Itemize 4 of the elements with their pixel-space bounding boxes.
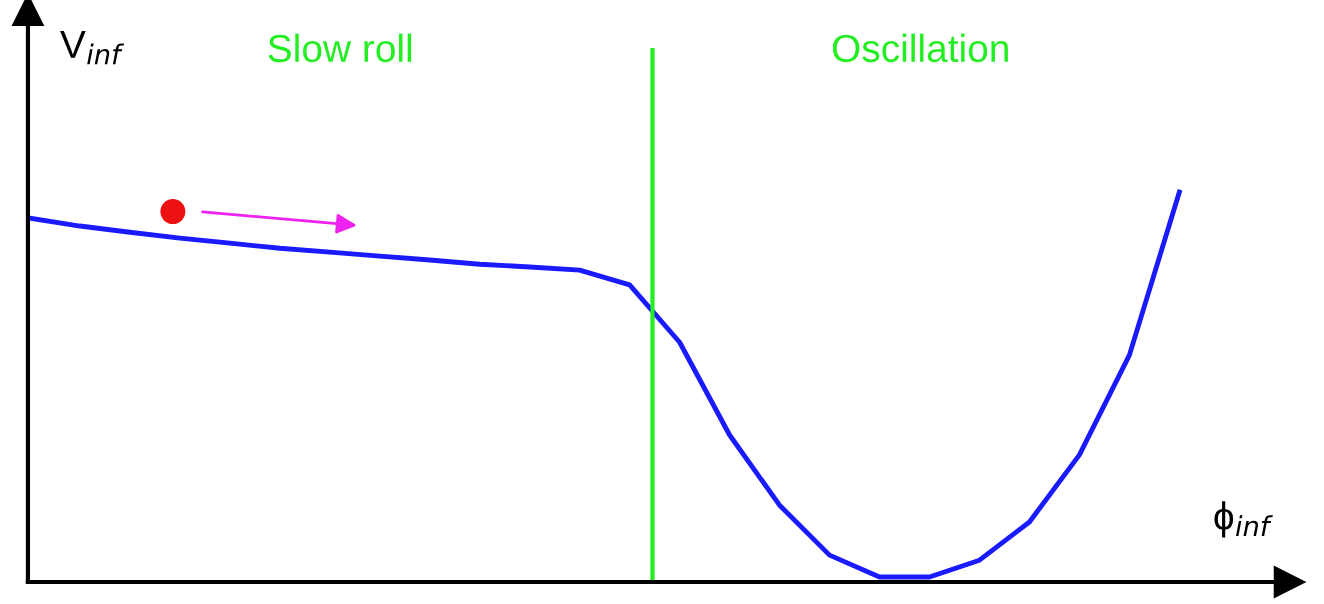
text: Oscillation [832,33,1008,63]
y-axis-title: V$_{inf}$ [60,31,125,65]
x-axis-title: ϕ$_{inf}$ [1214,501,1273,538]
text: Slow roll [268,33,412,63]
